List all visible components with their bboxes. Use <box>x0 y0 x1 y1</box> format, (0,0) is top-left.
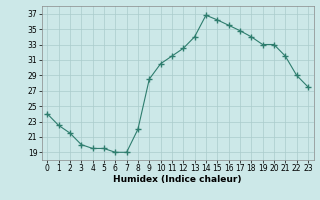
X-axis label: Humidex (Indice chaleur): Humidex (Indice chaleur) <box>113 175 242 184</box>
